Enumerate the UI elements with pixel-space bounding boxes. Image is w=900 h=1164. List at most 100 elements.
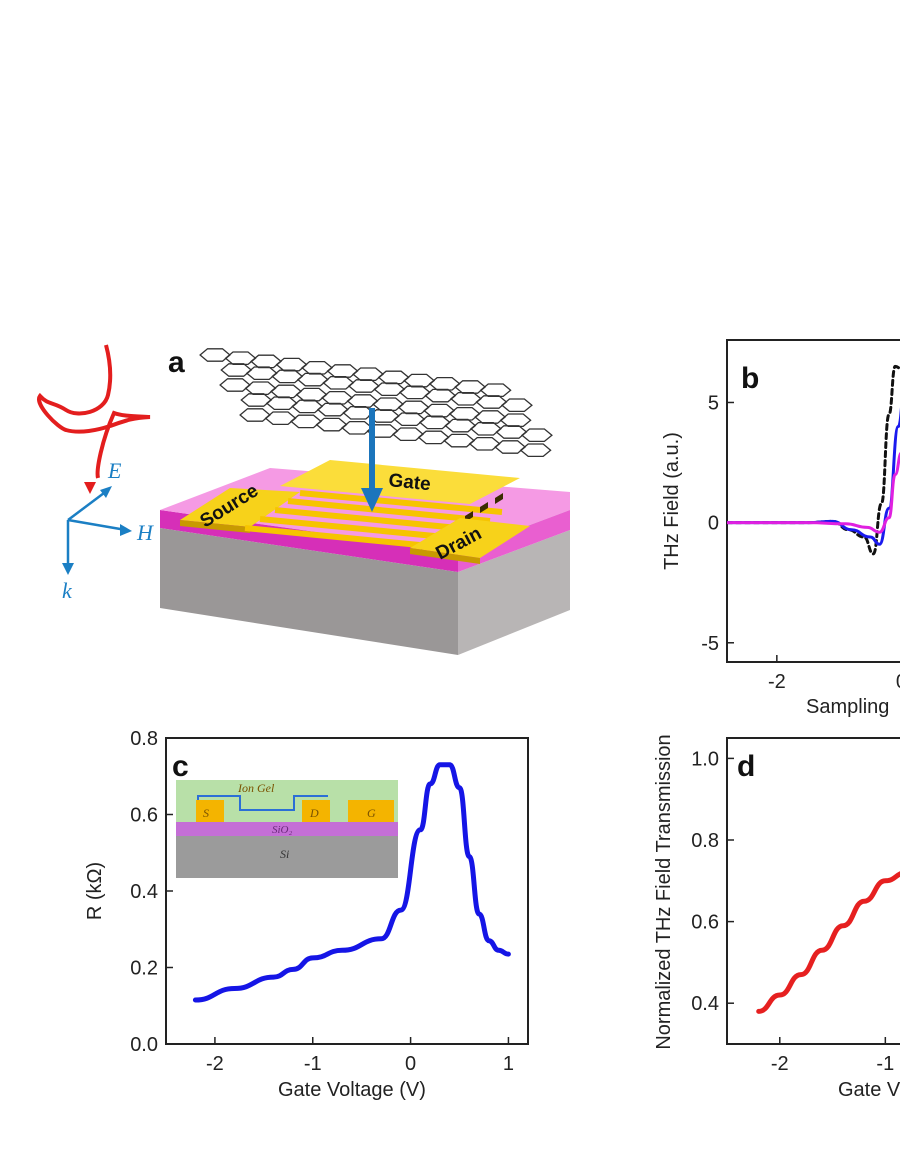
graphene-hexagon [315,417,348,432]
graphene-hexagon [520,428,553,443]
graphene-hexagon [352,367,385,382]
graphene-hexagon [372,397,405,412]
inset-ion-gel: Ion Gel [237,781,275,795]
y-tick-label: 0.4 [691,993,719,1015]
graphene-hexagon [428,376,461,391]
panel-a-label: a [168,346,185,379]
graphene-hexagon [454,380,487,394]
graphene-hexagon [265,396,298,411]
graphene-hexagon [469,421,502,436]
x-tick-label: 1 [503,1053,514,1075]
panel-d-ylabel: Normalized THz Field Transmission [653,734,675,1049]
pulse-arrow-icon [84,482,96,494]
panel-d-xlabel: Gate V [838,1079,900,1101]
y-tick-label: 0.8 [691,830,719,852]
plot-c-marks: 0.0 0.2 0.4 0.6 0.8 -2 -1 0 1 [130,728,514,1075]
y-tick-label: 0.0 [130,1034,158,1056]
graphene-hexagon [366,424,399,438]
panel-a: a E H k [37,344,570,655]
graphene-hexagon [342,405,375,420]
graphene-hexagon [393,412,426,427]
panel-d-label: d [737,750,755,783]
panel-c-xlabel: Gate Voltage (V) [278,1079,426,1101]
graphene-hexagon [443,433,476,448]
graphene-hexagon [495,425,528,439]
inset-si: Si [280,847,289,861]
graphene-hexagon [347,379,380,393]
graphene-hexagon [449,391,482,406]
graphene-hexagon [346,394,379,408]
y-tick-label: 5 [708,392,719,414]
graphene-hexagon [301,360,334,375]
graphene-hexagon [424,388,457,403]
y-tick-label: 0 [708,513,719,535]
graphene-hexagon [392,427,425,442]
graphene-hexagon [397,400,430,415]
graphene-hexagon [322,375,355,390]
graphene-hexagon [500,398,533,413]
graphene-hexagon [423,403,456,418]
x-tick-label: -2 [771,1053,789,1075]
graphene-hexagon [321,390,354,405]
graphene-hexagon [444,418,477,433]
graphene-hexagon [219,378,251,392]
gold-electrodes [180,460,530,564]
inset-cross-section: Ion Gel S D G SiO₂ Si [176,780,398,878]
k-vector-label: k [62,578,73,603]
graphene-hexagon [271,369,304,384]
graphene-hexagon [341,420,374,435]
polarization-axes [62,486,132,575]
panel-d: 0.4 0.6 0.8 1.0 -2 -1 d Normalized THz Field … [653,734,900,1101]
graphene-hexagon [417,430,450,445]
y-tick-label: 0.6 [130,805,158,827]
x-tick-label: 0 [896,671,900,693]
graphene-hexagon [244,381,277,396]
graphene-hexagon [291,399,324,414]
graphene-hexagon [475,395,508,409]
graphene-hexagon [240,393,273,407]
panel-c-ylabel: R (kΩ) [84,862,106,920]
graphene-hexagon [367,409,400,423]
plot-d-marks: 0.4 0.6 0.8 1.0 -2 -1 [691,748,900,1075]
graphene-hexagon [499,413,532,428]
panel-b-xlabel: Sampling [806,696,889,718]
y-tick-label: 0.4 [130,881,158,903]
graphene-hexagon [239,408,271,422]
graphene-hexagon [316,402,349,417]
graphene-hexagon [448,406,481,421]
graphene-hexagon [199,348,231,362]
x-tick-label: -2 [206,1053,224,1075]
y-tick-label: 0.2 [130,958,158,980]
graphene-hexagon [296,372,329,387]
series-line-R [192,762,511,1003]
gate-label: Gate [387,470,431,495]
inset-s: S [203,806,209,820]
plot-b-marks: -5 0 5 -2 0 [701,364,900,693]
series-line-magenta [727,452,900,534]
graphene-hexagon [519,443,552,458]
graphene-hexagon [479,383,512,398]
x-tick-label: -1 [304,1053,322,1075]
x-tick-label: -2 [768,671,786,693]
graphene-hexagon [250,354,283,369]
graphene-hexagon [418,415,451,430]
h-field-label: H [136,520,154,545]
y-tick-label: 1.0 [691,748,719,770]
y-tick-label: 0.6 [691,912,719,934]
panel-c: 0.0 0.2 0.4 0.6 0.8 -2 -1 0 1 c R (kΩ) Gate Volt… [84,728,529,1101]
graphene-hexagon [398,385,431,400]
graphene-hexagon [468,436,501,451]
graphene-hexagon [270,384,303,399]
y-tick-label: -5 [701,633,719,655]
panel-b: -5 0 5 -2 0 b THz Field (a.u.) Sampling [661,339,900,718]
inset-d: D [309,806,319,820]
panel-c-label: c [172,750,189,783]
y-tick-label: 0.8 [130,728,158,750]
x-tick-label: -1 [876,1053,894,1075]
graphene-hexagon [326,364,359,378]
series-line-transmission [756,871,900,1014]
graphene-hexagon [245,366,278,381]
graphene-hexagon [295,387,328,402]
inset-sio2: SiO₂ [272,824,293,836]
